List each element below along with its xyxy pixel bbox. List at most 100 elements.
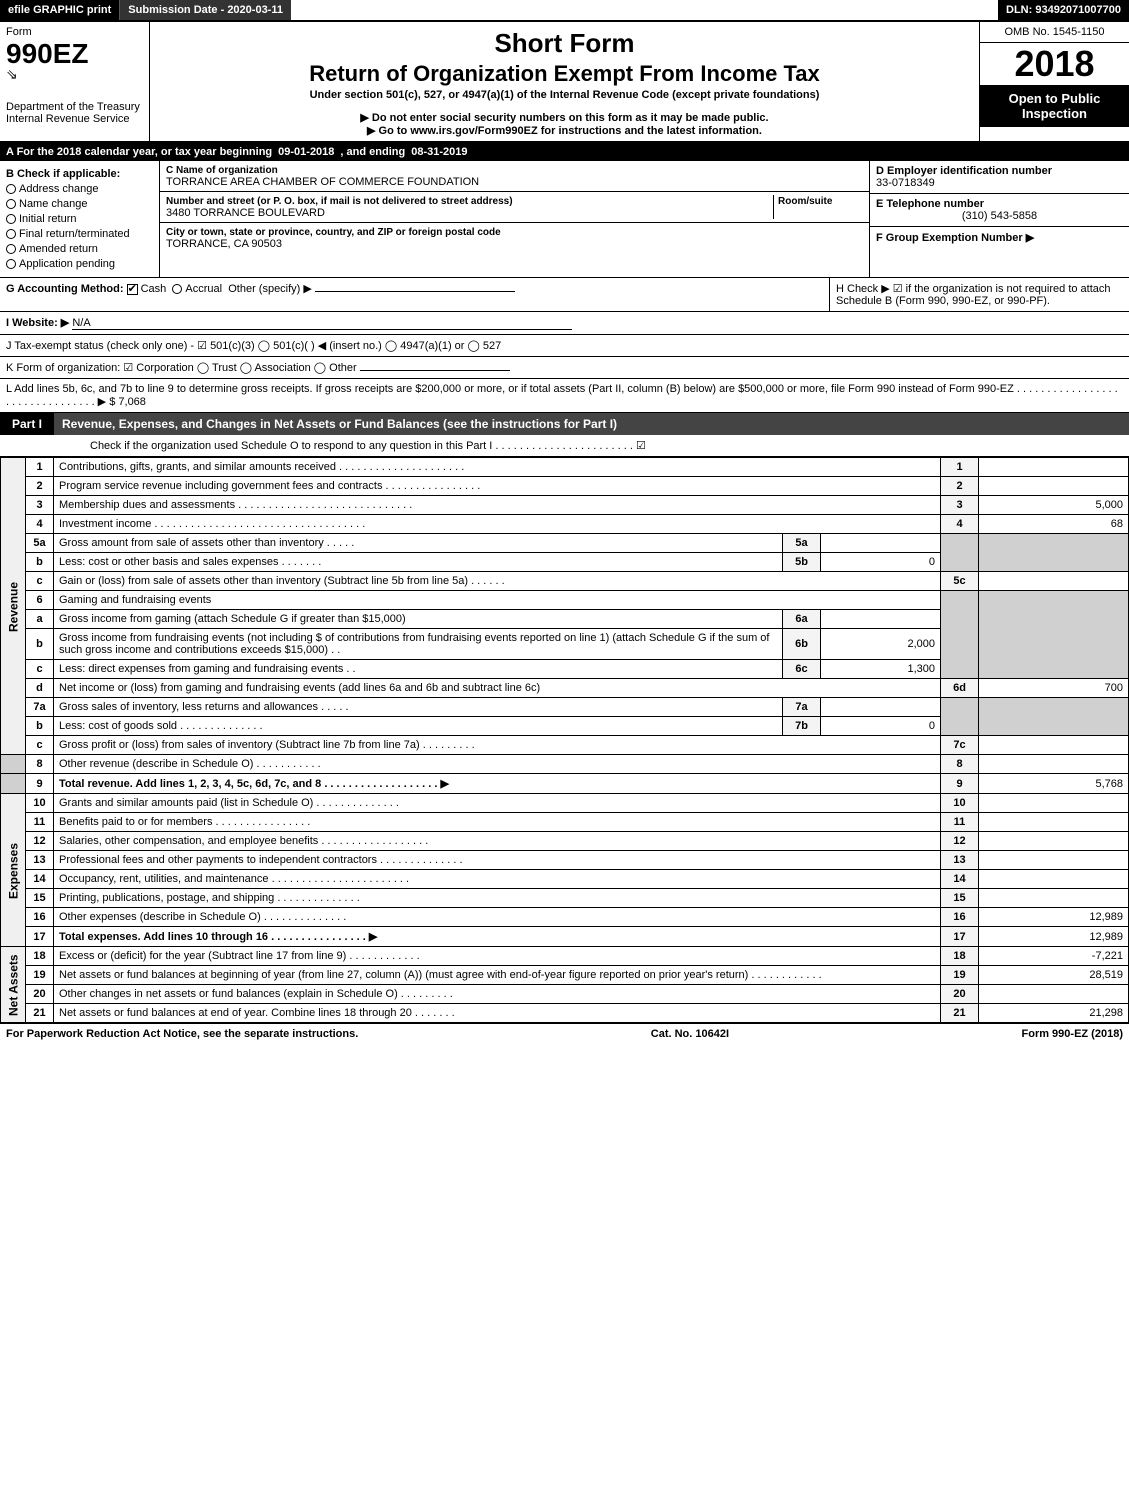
header-left: Form 990EZ ⇘ Department of the Treasury … [0,22,150,141]
right-column: D Employer identification number 33-0718… [869,161,1129,277]
ln21-desc: Net assets or fund balances at end of ye… [54,1004,941,1023]
k-other-input[interactable] [360,370,510,371]
ln3-desc: Membership dues and assessments . . . . … [54,496,941,515]
chk-initial[interactable]: Initial return [6,213,153,225]
footer-mid: Cat. No. 10642I [651,1028,729,1040]
omb-number: OMB No. 1545-1150 [980,22,1129,43]
chk-accrual[interactable] [172,284,182,294]
ln4-desc: Investment income . . . . . . . . . . . … [54,515,941,534]
chk-amended[interactable]: Amended return [6,243,153,255]
ln18-val: -7,221 [979,947,1129,966]
d-label: D Employer identification number [876,165,1052,177]
period-mid: , and ending [340,146,405,158]
city-label: City or town, state or province, country… [166,227,501,238]
footer-right: Form 990-EZ (2018) [1022,1028,1123,1040]
part1-title: Revenue, Expenses, and Changes in Net As… [54,413,1129,435]
street: 3480 TORRANCE BOULEVARD [166,207,325,219]
part1-check: Check if the organization used Schedule … [0,435,1129,457]
ln12-desc: Salaries, other compensation, and employ… [54,832,941,851]
other-input[interactable] [315,291,515,292]
ln18-desc: Excess or (deficit) for the year (Subtra… [54,947,941,966]
ln6d-val: 700 [979,679,1129,698]
entity-block: B Check if applicable: Address change Na… [0,161,1129,278]
chk-cash[interactable] [127,284,138,295]
chk-pending[interactable]: Application pending [6,258,153,270]
c-label: C Name of organization [166,165,278,176]
ln7c-desc: Gross profit or (loss) from sales of inv… [54,736,941,755]
ln6c-desc: Less: direct expenses from gaming and fu… [54,660,783,679]
ln9-desc: Total revenue. Add lines 1, 2, 3, 4, 5c,… [54,774,941,794]
ln2-desc: Program service revenue including govern… [54,477,941,496]
i-label: I Website: ▶ [6,317,69,329]
open-public: Open to Public Inspection [980,85,1129,127]
g-label: G Accounting Method: [6,283,124,295]
b-label: B Check if applicable: [6,168,153,180]
submission-date: Submission Date - 2020-03-11 [119,0,291,20]
period-end: 08-31-2019 [411,146,467,158]
ln10-desc: Grants and similar amounts paid (list in… [54,794,941,813]
ein: 33-0718349 [876,177,935,189]
l-line: L Add lines 5b, 6c, and 7b to line 9 to … [0,379,1129,413]
h-label: H Check ▶ ☑ if the organization is not r… [829,278,1129,311]
lines-table: Revenue 1 Contributions, gifts, grants, … [0,457,1129,1023]
e-label: E Telephone number [876,198,984,210]
tax-year: 2018 [980,43,1129,85]
org-column: C Name of organization TORRANCE AREA CHA… [160,161,869,277]
ln13-desc: Professional fees and other payments to … [54,851,941,870]
dln: DLN: 93492071007700 [998,0,1129,20]
accrual-label: Accrual [185,283,222,295]
period-prefix: A For the 2018 calendar year, or tax yea… [6,146,272,158]
irs-label: Internal Revenue Service [6,113,143,125]
ln1-box: 1 [941,458,979,477]
ln14-desc: Occupancy, rent, utilities, and maintena… [54,870,941,889]
website-value: N/A [72,317,572,330]
j-label: J Tax-exempt status (check only one) - ☑… [6,340,501,352]
ln21-val: 21,298 [979,1004,1129,1023]
ln5b-desc: Less: cost or other basis and sales expe… [54,553,783,572]
efile-label: efile GRAPHIC print [0,0,119,20]
city: TORRANCE, CA 90503 [166,238,282,250]
ln6b-val: 2,000 [821,629,941,660]
l-value: 7,068 [118,396,146,408]
ln7a-desc: Gross sales of inventory, less returns a… [54,698,783,717]
ln17-desc: Total expenses. Add lines 10 through 16 … [54,927,941,947]
cash-label: Cash [141,283,167,295]
footer-left: For Paperwork Reduction Act Notice, see … [6,1028,358,1040]
expenses-label: Expenses [1,794,26,947]
ln19-val: 28,519 [979,966,1129,985]
ln20-desc: Other changes in net assets or fund bala… [54,985,941,1004]
check-column: B Check if applicable: Address change Na… [0,161,160,277]
k-label: K Form of organization: ☑ Corporation ◯ … [6,362,357,374]
header-right: OMB No. 1545-1150 2018 Open to Public In… [979,22,1129,141]
form-label: Form [6,26,143,38]
ln4-val: 68 [979,515,1129,534]
ln1-num: 1 [26,458,54,477]
period-start: 09-01-2018 [278,146,334,158]
short-form-title: Short Form [158,28,971,59]
chk-name[interactable]: Name change [6,198,153,210]
ln11-desc: Benefits paid to or for members . . . . … [54,813,941,832]
netassets-label: Net Assets [1,947,26,1023]
ln19-desc: Net assets or fund balances at beginning… [54,966,941,985]
phone: (310) 543-5858 [876,210,1123,222]
ln17-val: 12,989 [979,927,1129,947]
warning-ssn: ▶ Do not enter social security numbers o… [158,111,971,124]
chk-address[interactable]: Address change [6,183,153,195]
period-row: A For the 2018 calendar year, or tax yea… [0,143,1129,161]
other-label: Other (specify) ▶ [228,283,312,295]
ln6d-desc: Net income or (loss) from gaming and fun… [54,679,941,698]
ln1-val [979,458,1129,477]
revenue-label: Revenue [1,458,26,755]
subtitle: Under section 501(c), 527, or 4947(a)(1)… [158,89,971,101]
ln5c-desc: Gain or (loss) from sale of assets other… [54,572,941,591]
k-line: K Form of organization: ☑ Corporation ◯ … [0,357,1129,379]
chk-final[interactable]: Final return/terminated [6,228,153,240]
warning-link: ▶ Go to www.irs.gov/Form990EZ for instru… [158,124,971,137]
footer: For Paperwork Reduction Act Notice, see … [0,1023,1129,1044]
dept-treasury: Department of the Treasury [6,101,143,113]
form-header: Form 990EZ ⇘ Department of the Treasury … [0,22,1129,143]
part1-header: Part I Revenue, Expenses, and Changes in… [0,413,1129,435]
gh-row: G Accounting Method: Cash Accrual Other … [0,278,1129,312]
website-line: I Website: ▶ N/A [0,312,1129,335]
ln6-desc: Gaming and fundraising events [54,591,941,610]
